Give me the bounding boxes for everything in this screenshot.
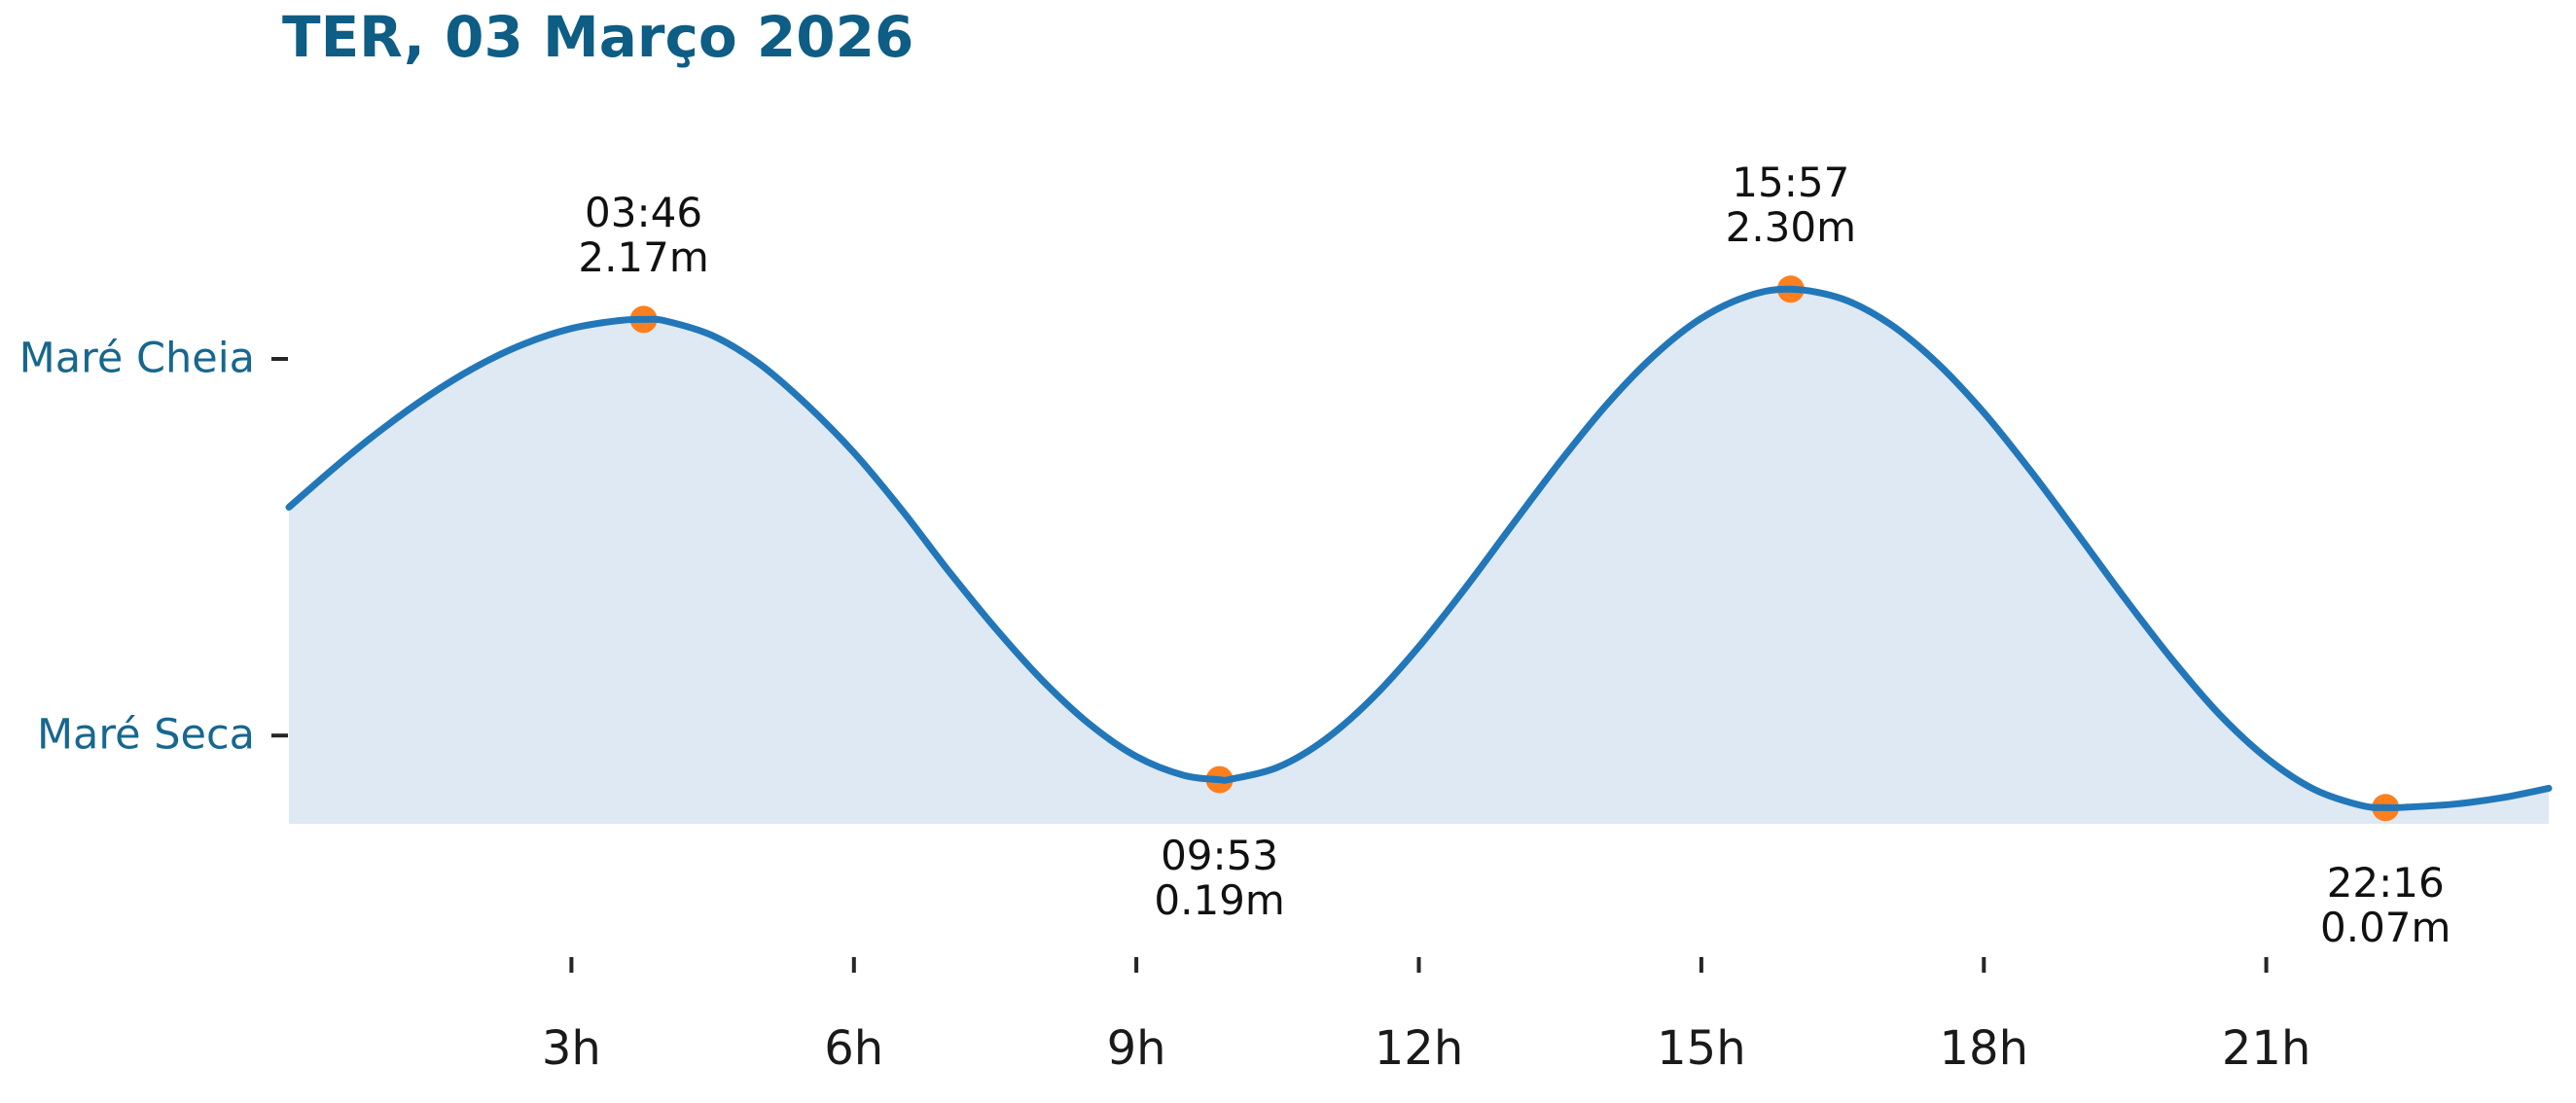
tide-curve xyxy=(285,285,2553,811)
x-axis-tick-label: 6h xyxy=(824,1021,884,1076)
tide-event-time: 15:57 xyxy=(1732,159,1850,207)
tide-event-annotation: 03:46 2.17m xyxy=(578,191,708,280)
x-axis-tick xyxy=(1416,957,1421,973)
y-axis-tick-label: Maré Cheia xyxy=(18,334,255,383)
tide-event-annotation: 22:16 0.07m xyxy=(2320,861,2451,950)
tide-event-time: 03:46 xyxy=(585,189,703,237)
tide-event-height: 0.07m xyxy=(2320,904,2451,952)
tide-event-height: 0.19m xyxy=(1154,875,1285,924)
tide-event-annotation: 15:57 2.30m xyxy=(1726,160,1856,250)
tide-event-height: 2.30m xyxy=(1725,203,1857,252)
chart-title: TER, 03 Março 2026 xyxy=(282,4,914,70)
y-axis-tick xyxy=(271,357,288,361)
tide-area-fill xyxy=(289,289,2549,824)
x-axis-tick xyxy=(569,957,574,973)
x-axis-tick xyxy=(1134,957,1139,973)
tide-event-time: 09:53 xyxy=(1161,831,1279,879)
x-axis-tick-label: 3h xyxy=(541,1021,601,1076)
x-axis-tick-label: 21h xyxy=(2221,1021,2311,1076)
y-axis-tick xyxy=(271,733,288,738)
x-axis-tick-label: 12h xyxy=(1374,1021,1464,1076)
x-axis-tick-label: 18h xyxy=(1939,1021,2029,1076)
x-axis-tick xyxy=(2264,957,2269,973)
tide-event-annotation: 09:53 0.19m xyxy=(1154,831,1285,924)
x-axis-tick-label: 9h xyxy=(1106,1021,1166,1076)
x-axis-tick-label: 15h xyxy=(1657,1021,1746,1076)
tide-event-height: 2.17m xyxy=(578,233,709,282)
x-axis-tick xyxy=(851,957,856,973)
y-axis-tick-label: Maré Seca xyxy=(36,710,255,760)
x-axis-tick xyxy=(1982,957,1986,973)
x-axis-tick xyxy=(1699,957,1703,973)
tide-event-time: 22:16 xyxy=(2326,859,2445,907)
